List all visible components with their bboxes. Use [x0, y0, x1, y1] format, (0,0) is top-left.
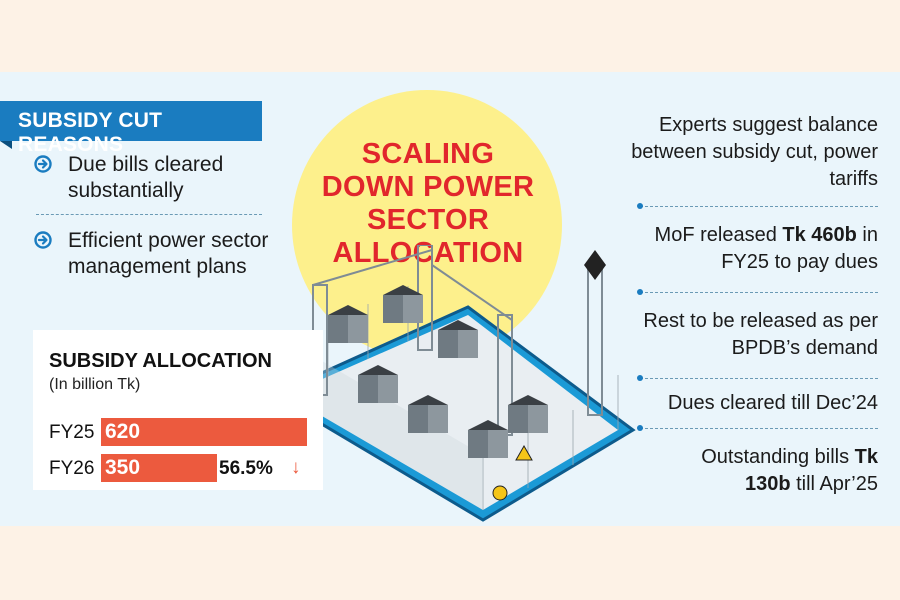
allocation-title: SUBSIDY ALLOCATION: [49, 350, 272, 372]
bar-fy25: [101, 418, 307, 446]
bar-value: 350: [105, 456, 141, 479]
fact-item: Outstanding bills Tk 130b till Apr’25: [678, 444, 878, 498]
divider-dot: [637, 289, 643, 295]
main-title: SCALING DOWN POWER SECTOR ALLOCATION: [321, 138, 535, 269]
fact-text: Experts suggest balance between subsidy …: [631, 114, 878, 190]
divider-dot: [637, 425, 643, 431]
circle-arrow-right-icon: [34, 155, 52, 173]
divider: [640, 292, 878, 293]
fact-item: Rest to be released as per BPDB’s demand: [638, 308, 878, 362]
fact-text: MoF released: [654, 224, 783, 246]
fact-item: Dues cleared till Dec’24: [618, 390, 878, 417]
allocation-subtitle: (In billion Tk): [49, 376, 141, 393]
fact-text: in FY25 to pay dues: [721, 224, 878, 273]
bar-label: FY26: [49, 458, 95, 479]
fact-text: Dues cleared till Dec’24: [667, 392, 878, 414]
fact-bold: Tk 130b: [744, 446, 878, 495]
reasons-banner: SUBSIDY CUT REASONS: [0, 101, 262, 156]
bar-fy26: [101, 454, 218, 482]
circle-arrow-right-icon: [34, 231, 52, 249]
reason-text: Efficient power sector management plans: [68, 229, 269, 278]
fact-text: Outstanding bills: [701, 446, 855, 468]
divider: [36, 214, 262, 215]
reasons-header: SUBSIDY CUT REASONS: [18, 109, 163, 156]
reason-text: Due bills cleared substantially: [68, 153, 224, 202]
bar-label: FY25: [49, 422, 95, 443]
fact-item: MoF released Tk 460b in FY25 to pay dues: [638, 222, 878, 276]
fact-text: Rest to be released as per BPDB’s demand: [643, 310, 878, 359]
substation-transformer-illustration: [269, 245, 636, 522]
divider: [640, 378, 878, 379]
divider: [640, 428, 878, 429]
fact-item: Experts suggest balance between subsidy …: [628, 112, 878, 193]
divider-dot: [637, 203, 643, 209]
arrow-down-icon: ↓: [291, 457, 301, 478]
divider-dot: [637, 375, 643, 381]
change-percent: 56.5%: [219, 458, 273, 479]
divider: [640, 206, 878, 207]
fact-bold: Tk 460b: [782, 224, 857, 246]
bar-value: 620: [105, 420, 141, 443]
fact-text: till Apr’25: [790, 473, 878, 495]
subsidy-allocation-card: SUBSIDY ALLOCATION (In billion Tk) FY25 …: [33, 330, 323, 490]
